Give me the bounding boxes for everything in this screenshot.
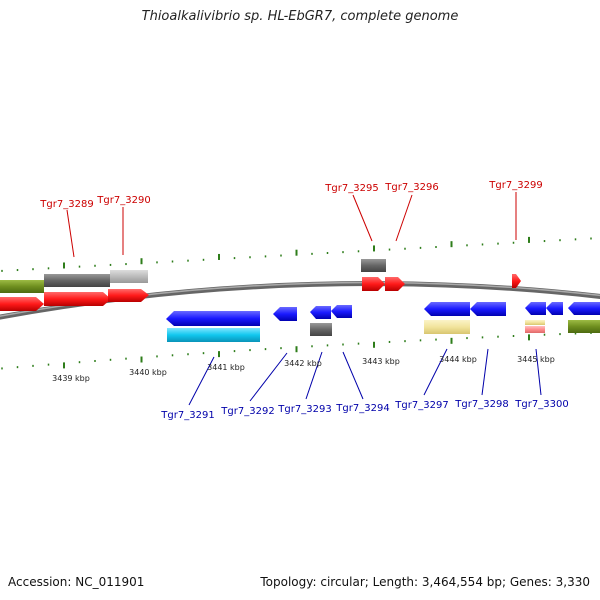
rna-feature — [167, 328, 260, 342]
leader-line — [249, 352, 288, 402]
scale-label: 3440 kbp — [129, 368, 167, 377]
gene-tgr7-3298-arrow — [470, 302, 506, 316]
leader-line — [352, 194, 373, 242]
leader-line — [66, 209, 75, 258]
leader-line — [395, 194, 413, 242]
gene-arrow-reverse — [546, 302, 563, 315]
gene-label-tgr7-3290[interactable]: Tgr7_3290 — [96, 195, 150, 206]
gene-tgr7-3300-arrow — [525, 302, 546, 315]
gene-label-tgr7-3298[interactable]: Tgr7_3298 — [454, 399, 508, 410]
leader-line — [188, 356, 215, 406]
leader-line — [535, 348, 542, 396]
gene-label-tgr7-3296[interactable]: Tgr7_3296 — [384, 182, 438, 193]
yellow-feature — [525, 320, 545, 325]
gene-tgr7-3289-arrow — [44, 292, 111, 306]
leader-line — [481, 348, 489, 396]
leader-line — [342, 351, 364, 400]
scale-label: 3442 kbp — [284, 359, 322, 368]
gene-label-tgr7-3299[interactable]: Tgr7_3299 — [488, 180, 542, 191]
scale-label: 3441 kbp — [207, 363, 245, 372]
scale-label: 3444 kbp — [439, 355, 477, 364]
gene-tgr7-3290-arrow — [108, 289, 149, 302]
gene-label-tgr7-3295[interactable]: Tgr7_3295 — [324, 183, 378, 194]
gray-feature — [361, 259, 386, 272]
gene-label-tgr7-3292[interactable]: Tgr7_3292 — [220, 406, 274, 417]
bottom-scale-ticks — [1, 331, 592, 370]
gene-tgr7-3296-arrow — [385, 277, 405, 291]
gene-tgr7-3293-arrow — [310, 306, 331, 319]
gene-tgr7-3292-arrow — [273, 307, 297, 321]
accession-text: Accession: NC_011901 — [8, 575, 145, 589]
gene-arrow-forward — [0, 297, 44, 311]
scale-label: 3439 kbp — [52, 374, 90, 383]
gene-label-tgr7-3293[interactable]: Tgr7_3293 — [277, 404, 331, 415]
gene-label-tgr7-3297[interactable]: Tgr7_3297 — [394, 400, 448, 411]
genome-title: Thioalkalivibrio sp. HL-EbGR7, complete … — [141, 9, 459, 24]
genome-info-text: Topology: circular; Length: 3,464,554 bp… — [260, 575, 590, 589]
gene-tgr7-3291-arrow — [166, 311, 260, 326]
gene-tgr7-3295-arrow — [362, 277, 385, 291]
leader-line — [423, 348, 448, 396]
gene-label-tgr7-3291[interactable]: Tgr7_3291 — [160, 410, 214, 421]
gene-tgr7-3297-arrow — [424, 302, 470, 316]
gene-label-tgr7-3294[interactable]: Tgr7_3294 — [335, 403, 389, 414]
gene-label-tgr7-3289[interactable]: Tgr7_3289 — [39, 199, 93, 210]
olive-feature — [568, 320, 600, 333]
gray-feature — [310, 323, 332, 336]
gene-tgr7-3299-arrow — [512, 274, 521, 288]
yellow-feature — [424, 320, 470, 334]
top-scale-ticks — [1, 236, 592, 272]
gene-arrow-reverse — [568, 302, 600, 315]
leader-line — [305, 351, 323, 400]
gene-tgr7-3294-arrow — [331, 305, 352, 318]
light-gray-feature — [110, 270, 148, 283]
scale-label: 3445 kbp — [517, 355, 555, 364]
scale-label: 3443 kbp — [362, 357, 400, 366]
pink-feature — [525, 326, 545, 333]
olive-feature — [0, 280, 44, 293]
gray-feature — [44, 274, 110, 287]
gene-label-tgr7-3300[interactable]: Tgr7_3300 — [514, 399, 568, 410]
